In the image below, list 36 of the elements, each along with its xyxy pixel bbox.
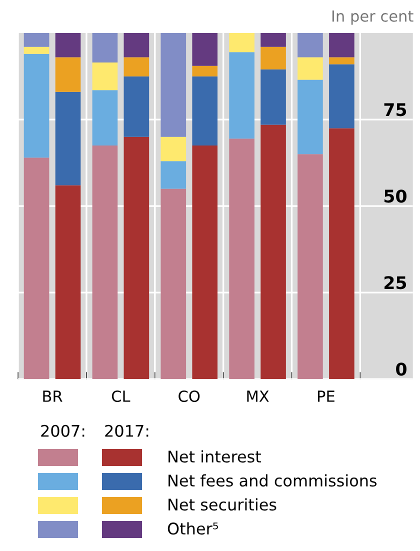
legend-label: Net fees and commissions xyxy=(168,474,377,487)
bar xyxy=(124,76,150,137)
y-tick-label: 50 xyxy=(384,190,406,203)
bar xyxy=(329,64,354,128)
bar xyxy=(124,57,150,76)
x-tick-label: MX xyxy=(247,390,269,402)
bar xyxy=(329,57,354,64)
bar xyxy=(55,92,81,186)
bar xyxy=(55,33,81,58)
bar xyxy=(329,128,354,380)
bar xyxy=(55,185,81,380)
bar xyxy=(260,124,286,380)
bar xyxy=(192,66,218,76)
x-tick-label: PE xyxy=(318,390,334,402)
bar xyxy=(329,33,354,58)
text: 2017: xyxy=(105,424,148,437)
y-axis-title: In per cent xyxy=(332,10,414,25)
bar xyxy=(260,33,286,47)
bar xyxy=(55,57,81,92)
bar xyxy=(260,69,286,125)
y-tick-label: 75 xyxy=(384,103,406,116)
bar xyxy=(192,33,218,66)
legend-label: Other⁵ xyxy=(168,522,218,535)
bar xyxy=(124,33,150,58)
bar xyxy=(124,136,150,380)
text: 2007: xyxy=(41,424,84,437)
y-tick-label: 25 xyxy=(384,276,406,290)
x-tick-label: BR xyxy=(43,390,62,402)
legend-label: Net securities xyxy=(168,498,276,511)
x-tick-label: CO xyxy=(178,390,200,402)
x-tick-label: CL xyxy=(112,390,130,402)
bar xyxy=(260,46,286,70)
bar xyxy=(192,146,218,380)
bar xyxy=(192,76,218,146)
legend-label: Net interest xyxy=(168,450,261,463)
y-tick-label: 0 xyxy=(396,362,406,376)
